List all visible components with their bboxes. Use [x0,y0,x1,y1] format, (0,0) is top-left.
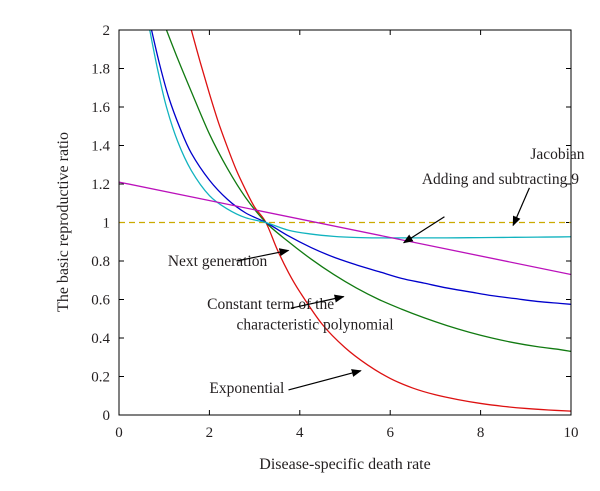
x-tick-label: 0 [115,425,123,441]
annotation-arrow [236,248,290,262]
annotations-layer: Jacobian Adding and subtracting 9 Next gen… [168,146,585,397]
y-tick-label: 1.4 [91,139,110,155]
y-tick-label: 1.2 [91,177,110,193]
x-tick-label: 10 [564,425,579,441]
annotation-arrow [290,294,345,309]
series-line [150,30,571,305]
y-tick-label: 0.8 [91,254,110,270]
y-tick-label: 0.4 [91,331,110,347]
x-tick-label: 6 [386,425,394,441]
y-tick-label: 0.2 [91,370,110,386]
y-tick-label: 1.8 [91,62,110,78]
y-tick-label: 1 [103,216,111,232]
x-axis-label: Disease-specific death rate [259,456,430,473]
annotation-label: Next generation [168,253,268,270]
x-tick-label: 8 [477,425,485,441]
y-axis-ticks: 0 0.2 0.4 0.6 0.8 1 1.2 1.4 1.6 1.8 2 [91,23,571,424]
y-tick-label: 0 [103,408,111,424]
x-tick-label: 2 [206,425,214,441]
series-line [190,30,571,412]
annotation-label: characteristic polynomial [237,316,394,333]
plot-frame [118,29,572,416]
series-line [149,30,571,239]
annotation-arrow [288,369,362,391]
x-tick-label: 4 [296,425,304,441]
y-tick-label: 0.6 [91,293,110,309]
annotation-label: Constant term of the [207,296,334,313]
series-line [119,181,571,276]
series-line [165,30,571,353]
x-axis-ticks: 0 2 4 6 8 10 [115,30,579,441]
series-layer [119,30,571,412]
annotation-label: Exponential [209,380,284,397]
annotation-label: Jacobian [530,146,584,163]
y-tick-label: 1.6 [91,100,110,116]
annotation-arrow [402,216,445,244]
annotation-arrow [512,187,530,227]
y-axis-label: The basic reproductive ratio [55,132,72,312]
y-tick-label: 2 [103,23,111,39]
annotation-label: Adding and subtracting 9 [422,171,579,188]
